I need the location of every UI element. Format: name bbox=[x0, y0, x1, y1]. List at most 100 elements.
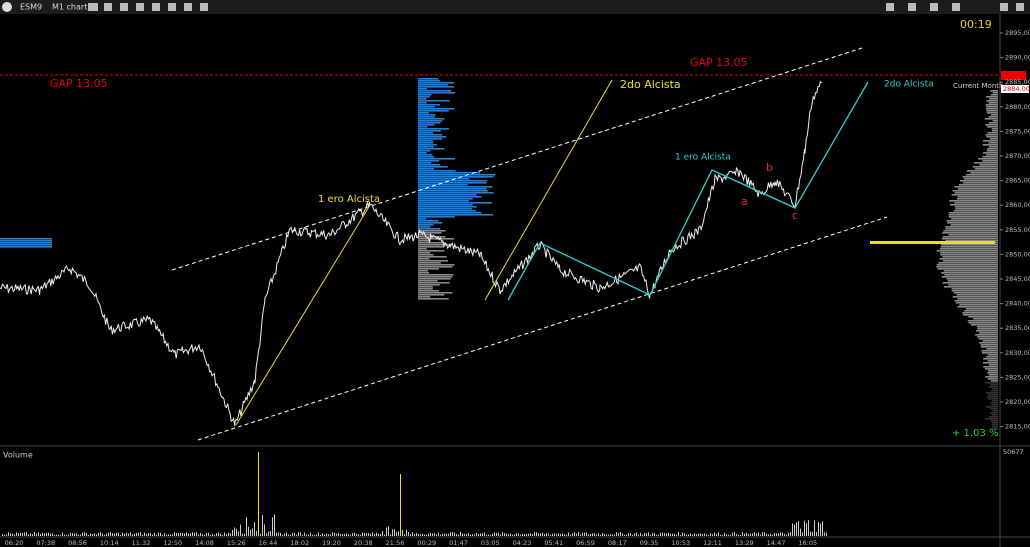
profile-bar bbox=[418, 222, 443, 224]
volume-bar bbox=[190, 533, 191, 536]
volume-bar bbox=[346, 533, 347, 536]
profile-bar bbox=[991, 128, 998, 130]
volume-label: Volume bbox=[3, 451, 33, 460]
volume-bar bbox=[710, 533, 711, 536]
tool-icon[interactable] bbox=[104, 3, 112, 11]
volume-bar bbox=[306, 534, 307, 536]
tool-icon[interactable] bbox=[168, 3, 176, 11]
app-icon[interactable] bbox=[2, 2, 12, 12]
volume-bar bbox=[510, 533, 511, 536]
volume-bar bbox=[72, 533, 73, 536]
profile-bar bbox=[418, 176, 494, 178]
volume-bar bbox=[666, 533, 667, 536]
volume-bar bbox=[18, 533, 19, 536]
volume-bar bbox=[810, 531, 811, 536]
tool-icon[interactable] bbox=[184, 3, 192, 11]
volume-bar bbox=[660, 532, 661, 536]
tool-icon[interactable] bbox=[886, 3, 894, 11]
profile-bar bbox=[983, 362, 998, 364]
volume-bar bbox=[574, 532, 575, 536]
volume-bar bbox=[168, 534, 169, 536]
profile-bar bbox=[418, 138, 443, 140]
profile-bar bbox=[954, 186, 998, 188]
volume-bar bbox=[140, 532, 141, 536]
tool-icon[interactable] bbox=[88, 3, 98, 11]
volume-bar bbox=[508, 533, 509, 536]
volume-bar bbox=[502, 532, 503, 536]
volume-bar bbox=[30, 533, 31, 536]
volume-bar bbox=[364, 532, 365, 536]
profile-bar bbox=[954, 192, 998, 194]
profile-bar bbox=[968, 322, 998, 324]
volume-bar bbox=[2, 534, 3, 536]
profile-bar bbox=[986, 356, 998, 358]
volume-bar bbox=[198, 534, 199, 536]
tool-icon[interactable] bbox=[136, 3, 144, 11]
profile-bar bbox=[418, 112, 429, 114]
volume-bar bbox=[734, 532, 735, 536]
profile-bar bbox=[418, 242, 445, 244]
volume-bar bbox=[78, 534, 79, 536]
volume-bar bbox=[338, 532, 339, 536]
volume-bar bbox=[714, 532, 715, 536]
volume-bar bbox=[188, 533, 189, 536]
volume-bar bbox=[288, 534, 289, 536]
volume-bar bbox=[792, 523, 793, 536]
volume-bar bbox=[250, 529, 251, 536]
volume-bar bbox=[520, 534, 521, 536]
tool-icon[interactable] bbox=[120, 3, 128, 11]
price-tick-label: 2820,00 bbox=[1005, 398, 1030, 406]
volume-bar bbox=[498, 532, 499, 536]
volume-bar bbox=[514, 534, 515, 536]
volume-bar bbox=[362, 532, 363, 536]
volume-bar bbox=[404, 534, 405, 536]
profile-bar bbox=[418, 254, 434, 256]
profile-bar bbox=[951, 290, 998, 292]
volume-bar bbox=[76, 533, 77, 536]
volume-bar bbox=[720, 534, 721, 536]
volume-bar bbox=[258, 452, 259, 536]
volume-bar bbox=[106, 533, 107, 536]
tool-icon[interactable] bbox=[930, 3, 938, 11]
volume-bar bbox=[112, 533, 113, 536]
volume-bar bbox=[658, 534, 659, 536]
volume-bar bbox=[70, 532, 71, 536]
profile-bar bbox=[418, 136, 447, 138]
tool-icon[interactable] bbox=[908, 3, 916, 11]
tool-icon[interactable] bbox=[200, 3, 208, 11]
volume-bar bbox=[330, 534, 331, 536]
time-tick-label: 06:59 bbox=[576, 539, 595, 547]
profile-bar bbox=[962, 176, 998, 178]
volume-bar bbox=[386, 527, 387, 536]
time-tick-label: 03:05 bbox=[481, 539, 500, 547]
profile-bar bbox=[955, 208, 998, 210]
close-button[interactable] bbox=[1016, 3, 1024, 11]
time-tick-label: 00:29 bbox=[417, 539, 436, 547]
tool-icon[interactable] bbox=[952, 3, 960, 11]
profile-bar bbox=[985, 418, 998, 420]
time-tick-label: 13:29 bbox=[735, 539, 754, 547]
volume-bar bbox=[160, 532, 161, 536]
tool-icon[interactable] bbox=[1000, 3, 1008, 11]
profile-bar bbox=[940, 248, 998, 250]
volume-bar bbox=[564, 534, 565, 536]
profile-bar bbox=[952, 190, 998, 192]
symbol[interactable]: ESM9 bbox=[20, 3, 42, 12]
volume-bar bbox=[566, 534, 567, 536]
volume-bar bbox=[394, 529, 395, 536]
volume-bar bbox=[682, 532, 683, 536]
profile-bar bbox=[982, 152, 998, 154]
profile-bar bbox=[992, 388, 998, 390]
profile-bar bbox=[418, 90, 451, 92]
volume-bar bbox=[324, 534, 325, 536]
volume-bar bbox=[20, 532, 21, 536]
volume-bar bbox=[730, 534, 731, 536]
volume-bar bbox=[64, 534, 65, 536]
volume-bar bbox=[400, 474, 401, 536]
profile-bar bbox=[956, 294, 998, 296]
profile-bar bbox=[985, 124, 998, 126]
chart-type[interactable]: M1 chart bbox=[52, 3, 87, 12]
tool-icon[interactable] bbox=[152, 3, 160, 11]
volume-bar bbox=[484, 532, 485, 536]
profile-bar bbox=[418, 106, 435, 108]
